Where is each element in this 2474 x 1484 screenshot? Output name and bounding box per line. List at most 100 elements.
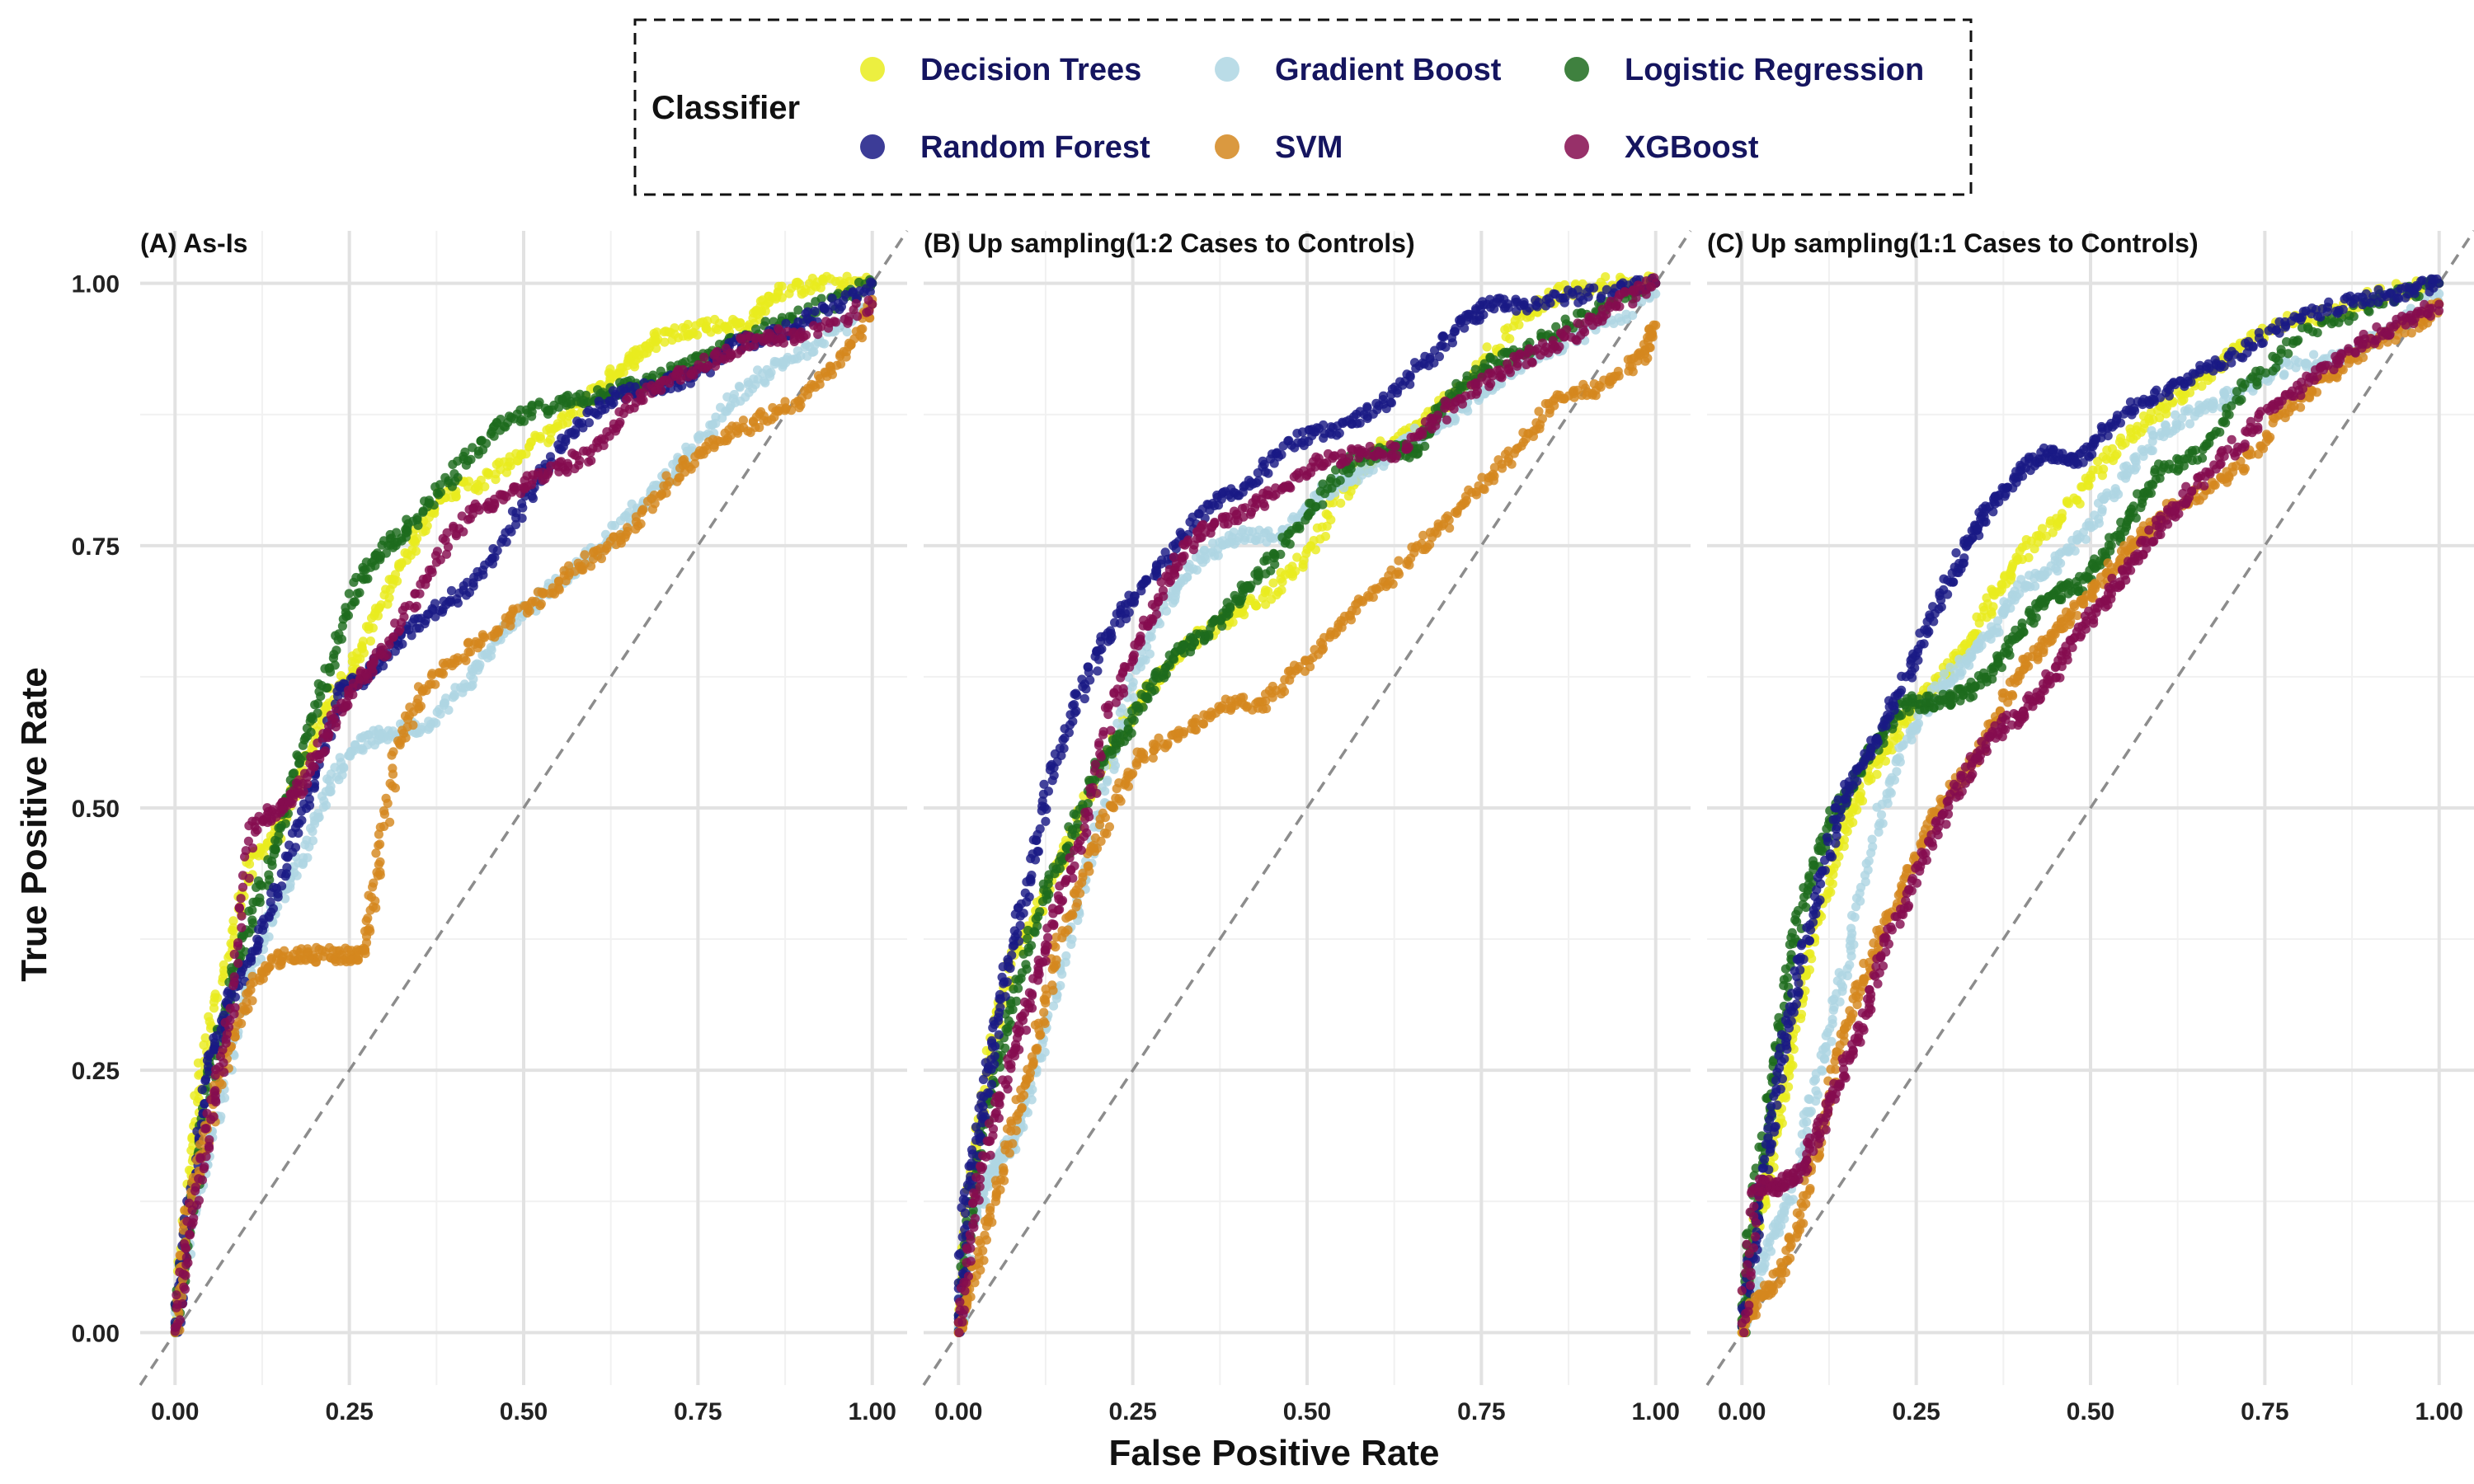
data-point [1277,585,1286,595]
data-point [1130,591,1140,601]
data-point [995,1003,1005,1012]
data-point [180,1284,190,1294]
data-point [1425,354,1435,364]
data-point [1089,843,1099,853]
data-point [385,817,395,827]
data-point [194,1195,204,1205]
data-point [277,881,287,891]
data-point [1072,898,1082,908]
data-point [280,819,290,829]
data-point [280,894,290,904]
data-point [1139,749,1149,759]
data-point [1047,980,1057,990]
data-point [1414,361,1424,371]
data-point [703,362,713,372]
data-point [219,960,228,970]
data-point [322,731,332,742]
data-point [1015,911,1025,921]
data-point [1051,942,1061,952]
data-point [1393,567,1403,577]
data-point [247,905,257,915]
data-point [1317,522,1327,532]
data-point [197,1175,207,1185]
data-point [205,1017,214,1026]
data-point [294,829,303,838]
data-point [264,962,274,972]
data-point [268,904,278,913]
data-point [623,523,633,533]
data-point [1056,852,1065,862]
data-point [446,585,457,596]
data-point [317,681,327,691]
data-point [683,319,693,330]
data-point [273,837,283,847]
data-point [1061,843,1071,852]
data-point [1323,510,1333,520]
data-point [313,708,322,718]
data-point [1031,1044,1041,1054]
data-point [580,550,590,560]
data-point [856,325,866,335]
data-point [1138,702,1148,712]
data-point [1093,666,1103,676]
data-point [256,954,266,964]
data-point [1489,304,1499,314]
data-point [411,546,421,556]
data-point [205,1144,214,1153]
data-point [427,567,437,578]
data-point [844,312,854,322]
x-tick-label: 0.50 [1283,1398,1331,1425]
data-point [476,475,486,486]
data-point [412,533,422,543]
data-point [292,871,302,881]
data-point [189,1214,199,1223]
data-point [665,378,675,388]
data-point [454,524,464,533]
data-point [1022,965,1032,974]
data-point [233,941,243,951]
data-point [308,836,318,846]
data-point [1150,685,1159,695]
data-point [711,418,721,429]
data-point [1438,331,1448,341]
panel-title: (B) Up sampling(1:2 Cases to Controls) [924,228,1415,258]
data-point [584,418,595,428]
data-point [527,596,538,606]
panel-title: (A) As-Is [140,228,247,258]
data-point [297,815,307,825]
panel-2: 0.00 0.25 0.50 0.75 1.00(B) Up sampling(1:2 … [922,228,1692,1425]
data-point [483,468,493,478]
data-point [381,548,391,558]
data-point [1503,299,1512,309]
data-point [219,1093,230,1103]
data-point [1445,523,1455,533]
data-point [408,721,418,730]
data-point [388,747,398,757]
data-point [1386,398,1396,408]
data-point [1027,871,1037,881]
data-point [981,1235,991,1245]
data-point [1106,629,1116,639]
data-point [401,733,411,743]
data-point [463,456,473,466]
data-point [233,1017,243,1027]
data-point [986,1079,997,1090]
data-point [825,274,835,284]
data-point [355,588,365,598]
data-point [1039,1007,1049,1017]
data-point [689,459,700,469]
data-point [429,500,439,510]
data-point [753,365,763,375]
data-point [375,839,385,849]
data-point [1040,1047,1050,1057]
data-point [468,680,477,690]
data-point [1162,740,1172,750]
data-point [521,449,531,459]
data-point [660,337,670,347]
data-point [807,347,817,357]
data-point [482,439,492,448]
data-point [1044,890,1054,899]
data-point [1131,760,1142,770]
data-point [1154,733,1164,743]
data-point [1004,1148,1014,1158]
